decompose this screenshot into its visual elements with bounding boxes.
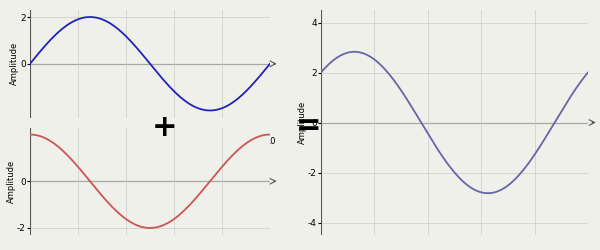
Text: 8: 8 [220, 137, 224, 146]
Y-axis label: Amplitude: Amplitude [7, 160, 16, 203]
Text: 10: 10 [265, 137, 275, 146]
Text: 2: 2 [76, 137, 80, 146]
Text: +: + [152, 113, 178, 142]
Y-axis label: Amplitude: Amplitude [10, 42, 19, 86]
Text: 4: 4 [124, 137, 128, 146]
Y-axis label: Amplitude: Amplitude [298, 101, 307, 144]
Text: =: = [296, 110, 322, 140]
Text: 6: 6 [172, 137, 176, 146]
